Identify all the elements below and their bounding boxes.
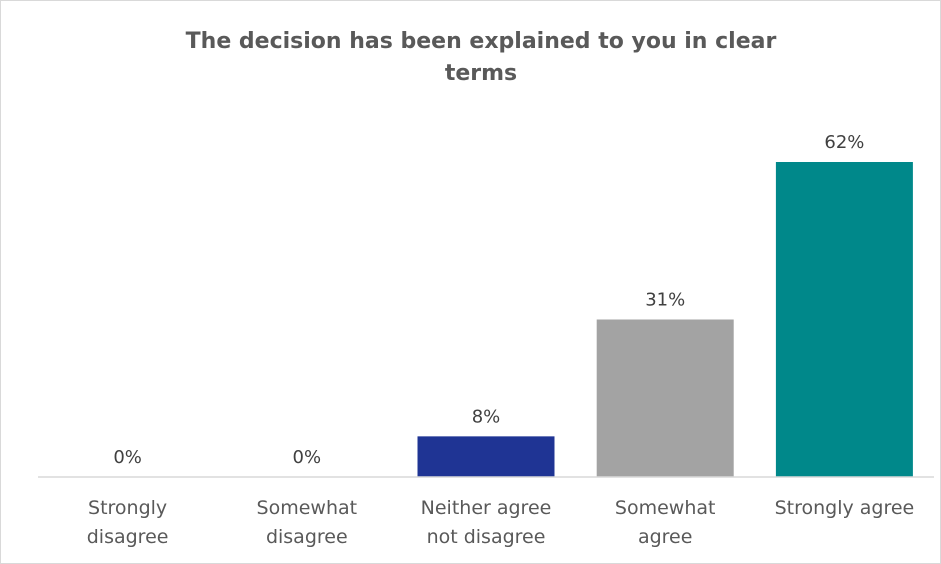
category-label-2-1: not disagree	[427, 526, 546, 548]
data-label-0: 0%	[113, 447, 142, 468]
labels-group: 0% 0% 8% 31% 62%	[113, 132, 864, 468]
category-label-1-1: disagree	[266, 526, 348, 548]
bar-4	[775, 162, 913, 477]
category-label-0-0: Strongly	[88, 497, 167, 519]
category-label-3-1: agree	[638, 526, 692, 548]
chart-title-line-1: The decision has been explained to you i…	[186, 29, 777, 54]
data-label-3: 31%	[645, 290, 685, 311]
category-label-2-0: Neither agree	[421, 497, 552, 519]
data-label-4: 62%	[824, 132, 864, 153]
bar-2	[417, 436, 555, 477]
bars-group	[417, 162, 913, 477]
category-label-0-1: disagree	[87, 526, 169, 548]
category-label-1-0: Somewhat	[257, 497, 358, 519]
category-label-3-0: Somewhat	[615, 497, 716, 519]
chart-title-line-2: terms	[445, 61, 517, 86]
data-label-2: 8%	[472, 406, 501, 427]
bar-3	[596, 319, 734, 477]
data-label-1: 0%	[293, 447, 322, 468]
category-labels-group: Strongly disagree Somewhat disagree Neither …	[87, 497, 914, 548]
category-label-4-0: Strongly agree	[775, 497, 915, 519]
